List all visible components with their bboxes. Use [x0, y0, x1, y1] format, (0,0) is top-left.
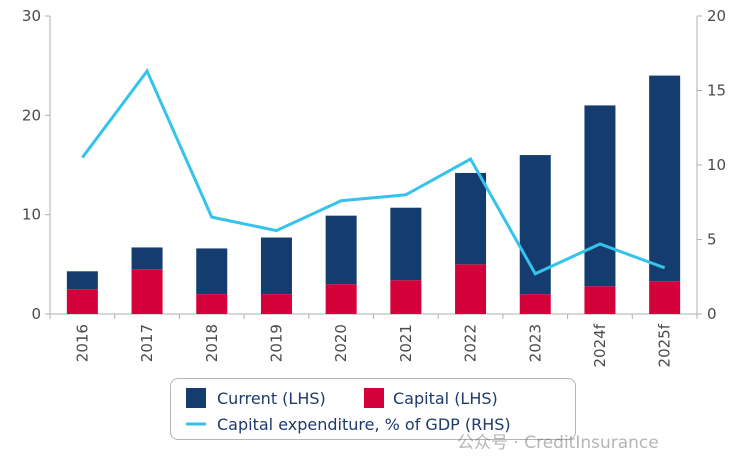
x-tick-label: 2022	[462, 324, 480, 362]
legend-swatch-capital	[364, 388, 384, 408]
legend-label-capital: Capital (LHS)	[393, 389, 498, 408]
x-tick-label: 2018	[203, 324, 221, 362]
bar-current	[131, 247, 163, 270]
bars	[66, 75, 681, 314]
bar-capital	[649, 281, 681, 314]
bar-capital	[390, 280, 422, 314]
x-tick-label: 2016	[73, 324, 91, 362]
x-tick-label: 2021	[397, 324, 415, 362]
left-tick-label: 10	[22, 206, 41, 224]
watermark: 公众号 · CreditInsurance	[457, 433, 659, 453]
bar-capital	[584, 286, 616, 314]
left-tick-label: 20	[22, 106, 41, 124]
right-tick-label: 15	[707, 82, 726, 100]
x-tick-label: 2019	[267, 324, 285, 362]
x-tick-label: 2025f	[656, 323, 674, 367]
legend-label-current: Current (LHS)	[217, 389, 326, 408]
x-tick-label: 2017	[138, 324, 156, 362]
bar-capital	[519, 294, 551, 314]
x-tick-label: 2024f	[591, 323, 609, 367]
bar-current	[390, 207, 422, 281]
bar-current	[325, 215, 357, 285]
bar-current	[455, 172, 487, 265]
legend-label-capex: Capital expenditure, % of GDP (RHS)	[217, 415, 511, 434]
right-tick-label: 0	[707, 305, 717, 323]
capex-line	[81, 68, 666, 276]
bar-current	[649, 75, 681, 282]
bar-current	[260, 237, 292, 295]
bar-capital	[66, 289, 98, 314]
bar-capital	[196, 294, 228, 314]
bar-current	[66, 271, 98, 290]
right-tick-label: 10	[707, 156, 726, 174]
right-tick-label: 5	[707, 231, 717, 249]
left-tick-label: 30	[22, 7, 41, 25]
right-tick-label: 20	[707, 7, 726, 25]
capex-line-layer	[81, 68, 666, 276]
bar-capital	[131, 269, 163, 314]
legend-swatch-current	[186, 388, 206, 408]
bar-current	[196, 248, 228, 295]
bar-capital	[455, 264, 487, 314]
bar-capital	[325, 284, 357, 314]
legend: Current (LHS) Capital (LHS) Capital expe…	[170, 378, 576, 440]
x-tick-label: 2023	[526, 324, 544, 362]
x-tick-label: 2020	[332, 324, 350, 362]
tick-labels: 0 10 20 30 0 5 10 15 20 2016 2017 2018 2019 2020 2021 2…	[22, 7, 726, 367]
bar-current	[584, 105, 616, 287]
bar-capital	[260, 294, 292, 314]
left-tick-label: 0	[31, 305, 41, 323]
